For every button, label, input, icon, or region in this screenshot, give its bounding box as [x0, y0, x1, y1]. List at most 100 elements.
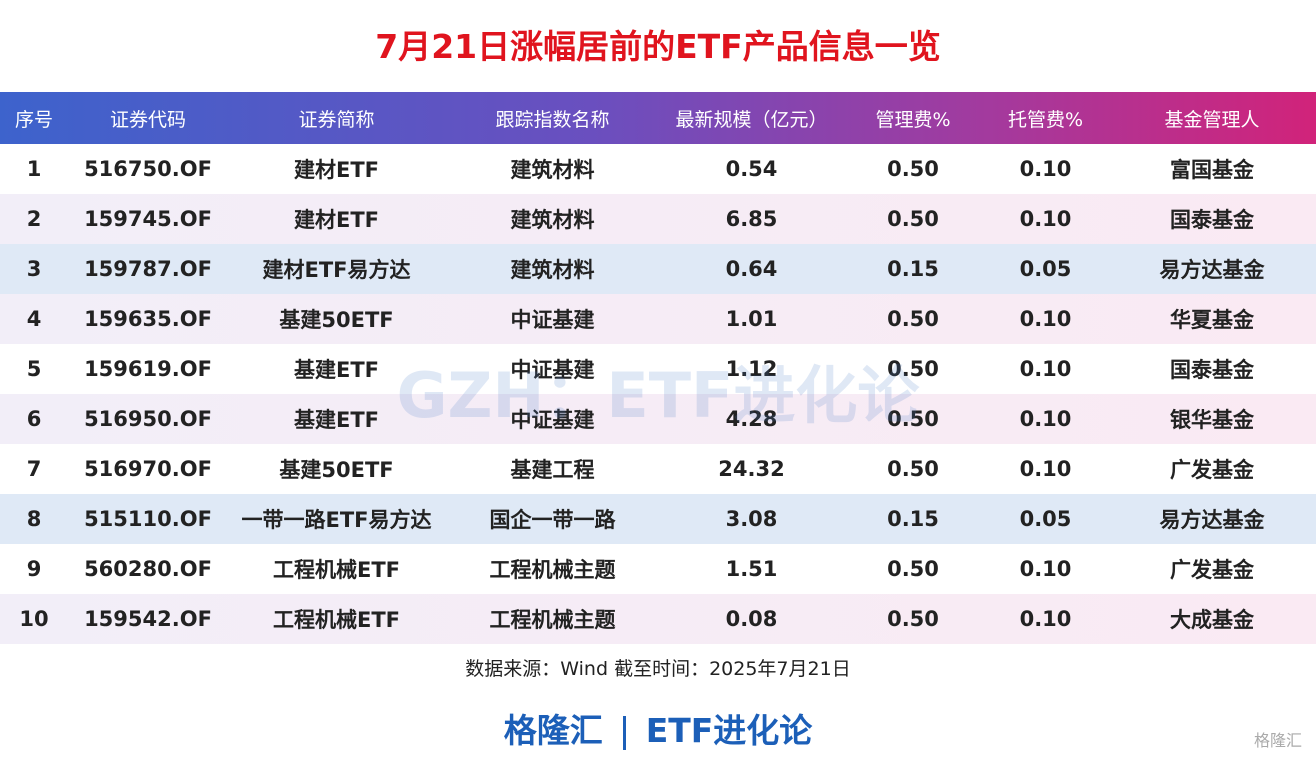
- table-cell: 0.50: [887, 457, 939, 481]
- table-cell: 0.10: [1019, 157, 1072, 181]
- table-cell: 159787.OF: [84, 257, 212, 281]
- table-cell: 一带一路ETF易方达: [241, 508, 432, 532]
- table-cell: 4: [26, 307, 42, 331]
- table-row: 3 159787.OF 建材ETF易方达 建筑材料 0.64 0.15 0.05 易方达基金: [0, 244, 1316, 294]
- table-cell: 1: [26, 157, 42, 181]
- header-cell: 管理费%: [875, 108, 951, 131]
- table-cell: 广发基金: [1170, 458, 1254, 482]
- table-cell: 0.50: [887, 207, 939, 231]
- table-cell: 0.10: [1019, 457, 1072, 481]
- table-cell: 5: [26, 357, 42, 381]
- table-cell: 516950.OF: [84, 407, 212, 431]
- table-cell: 0.50: [887, 407, 939, 431]
- table-row: 1 516750.OF 建材ETF 建筑材料 0.54 0.50 0.10 富国基金: [0, 144, 1316, 194]
- footer: 格隆汇 ETF进化论: [0, 704, 1316, 752]
- table-cell: 2: [26, 207, 42, 231]
- table-cell: 0.10: [1019, 607, 1072, 631]
- corner-logo: 格隆汇: [1253, 731, 1302, 750]
- table-cell: 515110.OF: [84, 507, 212, 531]
- channel: ETF进化论: [645, 711, 813, 750]
- table-cell: 基建ETF: [293, 358, 379, 382]
- table-cell: 10: [19, 607, 49, 631]
- table-row: 5 159619.OF 基建ETF 中证基建 1.12 0.50 0.10 国泰基金: [0, 344, 1316, 394]
- table-cell: 0.15: [887, 507, 939, 531]
- table-cell: 0.05: [1019, 257, 1072, 281]
- table-cell: 基建50ETF: [279, 458, 394, 482]
- table-cell: 1.01: [725, 307, 778, 331]
- table-cell: 基建50ETF: [279, 308, 394, 332]
- table-cell: 0.50: [887, 607, 939, 631]
- table-cell: 工程机械主题: [489, 608, 616, 632]
- table-cell: 6: [26, 407, 42, 431]
- table-cell: 国泰基金: [1170, 208, 1254, 232]
- header-cell: 基金管理人: [1164, 108, 1260, 131]
- table-cell: 0.54: [725, 157, 778, 181]
- table-cell: 建材ETF易方达: [262, 258, 411, 282]
- table-cell: 0.05: [1019, 507, 1072, 531]
- table-body: 1 516750.OF 建材ETF 建筑材料 0.54 0.50 0.10 富国基金 2 1597…: [0, 144, 1316, 644]
- table-cell: 7: [26, 457, 42, 481]
- table-cell: 3: [26, 257, 42, 281]
- header-cell: 证券代码: [109, 108, 186, 131]
- table-cell: 1.51: [725, 557, 778, 581]
- table-cell: 工程机械ETF: [272, 558, 400, 582]
- table-cell: 0.50: [887, 157, 939, 181]
- table-cell: 159745.OF: [84, 207, 212, 231]
- table-row: 2 159745.OF 建材ETF 建筑材料 6.85 0.50 0.10 国泰基金: [0, 194, 1316, 244]
- table-header: 序号 证券代码 证券简称 跟踪指数名称 最新规模（亿元） 管理费% 托管费% 基金管理人: [0, 92, 1316, 144]
- header-cell: 最新规模（亿元）: [675, 108, 828, 131]
- table-row: 8 515110.OF 一带一路ETF易方达 国企一带一路 3.08 0.15 0.05 易方…: [0, 494, 1316, 544]
- table-cell: 基建ETF: [293, 408, 379, 432]
- table-cell: 0.10: [1019, 357, 1072, 381]
- table-cell: 560280.OF: [84, 557, 212, 581]
- table-row: 10 159542.OF 工程机械ETF 工程机械主题 0.08 0.50 0.10 大成基金: [0, 594, 1316, 644]
- header-cell: 跟踪指数名称: [495, 108, 610, 131]
- header-cell: 证券简称: [298, 108, 375, 131]
- table-cell: 建筑材料: [510, 208, 595, 232]
- table-cell: 基建工程: [510, 458, 595, 482]
- table-cell: 建材ETF: [293, 158, 379, 182]
- table-cell: 工程机械主题: [489, 558, 616, 582]
- source-note: 数据来源：Wind 截至时间：2025年7月21日: [465, 658, 851, 680]
- table-cell: 0.15: [887, 257, 939, 281]
- header-row: 序号 证券代码 证券简称 跟踪指数名称 最新规模（亿元） 管理费% 托管费% 基金管理人: [0, 92, 1316, 144]
- table-cell: 富国基金: [1170, 158, 1254, 182]
- separator: [622, 715, 626, 750]
- table-cell: 建筑材料: [510, 158, 595, 182]
- table-cell: 6.85: [725, 207, 778, 231]
- brand: 格隆汇: [503, 711, 603, 750]
- table-cell: 国企一带一路: [489, 508, 616, 532]
- table-cell: 广发基金: [1170, 558, 1254, 582]
- table-cell: 159542.OF: [84, 607, 212, 631]
- table-row: 4 159635.OF 基建50ETF 中证基建 1.01 0.50 0.10 华夏基金: [0, 294, 1316, 344]
- table-cell: 159619.OF: [84, 357, 212, 381]
- table-cell: 0.10: [1019, 557, 1072, 581]
- table-cell: 24.32: [718, 457, 785, 481]
- table-cell: 1.12: [725, 357, 778, 381]
- table-cell: 0.50: [887, 307, 939, 331]
- table-row: 9 560280.OF 工程机械ETF 工程机械主题 1.51 0.50 0.10 广发基金: [0, 544, 1316, 594]
- table-cell: 银华基金: [1170, 408, 1254, 432]
- table-cell: 516970.OF: [84, 457, 212, 481]
- table-cell: 9: [26, 557, 42, 581]
- table-cell: 建材ETF: [293, 208, 379, 232]
- table-cell: 0.10: [1019, 207, 1072, 231]
- table-cell: 中证基建: [510, 358, 595, 382]
- table-cell: 0.08: [725, 607, 778, 631]
- table-cell: 中证基建: [510, 408, 595, 432]
- title: 7月21日涨幅居前的ETF产品信息一览: [375, 27, 941, 66]
- table-cell: 3.08: [725, 507, 778, 531]
- table-cell: 易方达基金: [1159, 258, 1265, 282]
- table-cell: 4.28: [725, 407, 778, 431]
- header-cell: 序号: [14, 108, 53, 131]
- table-cell: 工程机械ETF: [272, 608, 400, 632]
- header-cell: 托管费%: [1007, 108, 1084, 131]
- table-cell: 大成基金: [1170, 608, 1254, 632]
- table-cell: 中证基建: [510, 308, 595, 332]
- table-cell: 159635.OF: [84, 307, 212, 331]
- table-cell: 8: [26, 507, 42, 531]
- table-cell: 0.10: [1019, 307, 1072, 331]
- table-cell: 0.50: [887, 557, 939, 581]
